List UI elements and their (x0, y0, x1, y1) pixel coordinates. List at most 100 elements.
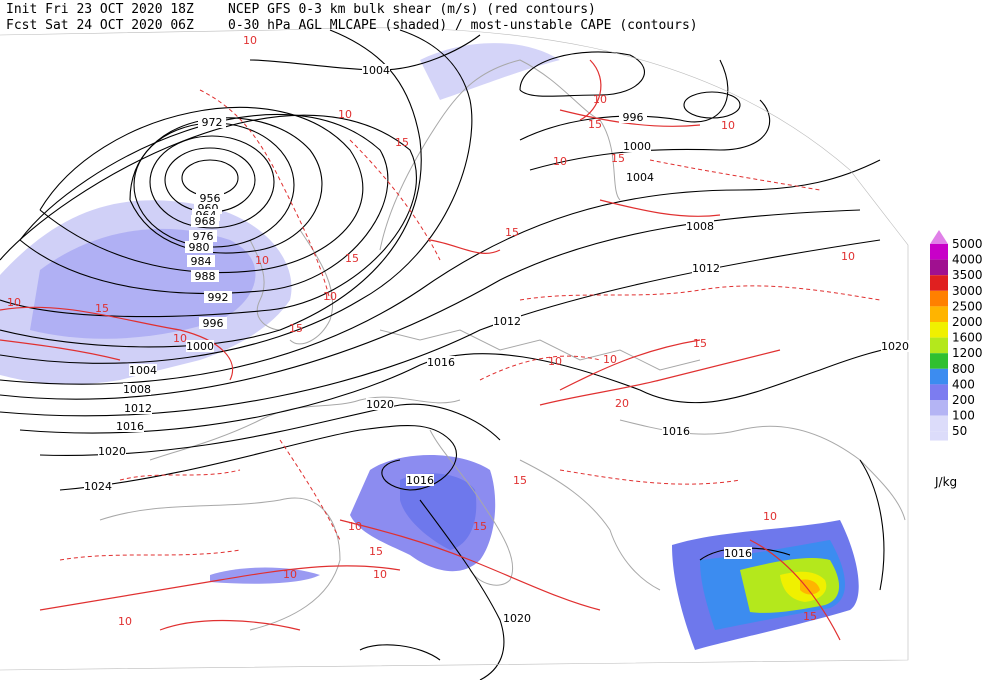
shear-label: 15 (588, 118, 602, 131)
isobar-label: 1012 (692, 262, 720, 275)
colorbar-swatch (930, 306, 948, 322)
isobar-label-bg (406, 474, 434, 486)
shear-label: 10 (841, 250, 855, 263)
shear-label: 15 (803, 610, 817, 623)
isobar-label-bg (427, 356, 455, 368)
isobar-label-bg (204, 291, 232, 303)
shear-label: 15 (611, 152, 625, 165)
isobar-label: 976 (193, 230, 214, 243)
isobar-label-bg (124, 402, 152, 414)
isobar-label-bg (185, 241, 213, 253)
isobar-label-bg (692, 262, 720, 274)
shear-label: 15 (473, 520, 487, 533)
shear-label: 10 (603, 353, 617, 366)
shear-label: 10 (373, 568, 387, 581)
shear-label: 10 (338, 108, 352, 121)
colorbar-label: 2500 (952, 299, 983, 313)
isobar-label-bg (662, 425, 690, 437)
isobar-label-bg (626, 171, 654, 183)
colorbar-swatch (930, 400, 948, 416)
shear-label: 10 (283, 568, 297, 581)
shear-label: 10 (348, 520, 362, 533)
contour-labels: 1004996100010041008101297295696096496897… (7, 34, 909, 628)
isobar-label-bg (191, 270, 219, 282)
isobar-label-bg (191, 215, 219, 227)
colorbar-label: 3500 (952, 268, 983, 282)
isobar-label: 1016 (724, 547, 752, 560)
isobar-label: 1016 (406, 474, 434, 487)
isobar-label: 996 (203, 317, 224, 330)
isobar-label: 972 (202, 116, 223, 129)
isobar-label-bg (187, 255, 215, 267)
isobar-label: 1016 (427, 356, 455, 369)
shear-label: 15 (95, 302, 109, 315)
colorbar-unit: J/kg (934, 475, 957, 489)
isobar-label: 1012 (493, 315, 521, 328)
colorbar-swatch (930, 368, 948, 385)
isobar-label: 992 (208, 291, 229, 304)
isobar-label: 1024 (84, 480, 112, 493)
colorbar-swatch (930, 290, 948, 307)
isobar-label: 1008 (123, 383, 151, 396)
shear-contours (0, 59, 841, 641)
isobar-label-bg (84, 480, 112, 492)
isobar-label-bg (198, 116, 226, 128)
isobar-label-bg (186, 340, 214, 352)
colorbar-label: 1200 (952, 346, 983, 360)
isobar-label-bg (619, 111, 647, 123)
colorbar-label: 5000 (952, 237, 983, 251)
isobar-label: 1020 (366, 398, 394, 411)
init-time: Init Fri 23 OCT 2020 18Z (6, 2, 194, 17)
isobar-label: 988 (195, 270, 216, 283)
isobar-label-bg (686, 220, 714, 232)
isobar-label-bg (199, 317, 227, 329)
colorbar-swatch (930, 259, 948, 276)
shear-label: 10 (323, 290, 337, 303)
colorbar-label: 1600 (952, 331, 983, 345)
shear-label: 20 (615, 397, 629, 410)
isobar-label: 984 (191, 255, 212, 268)
shear-label: 10 (255, 254, 269, 267)
shear-label: 15 (369, 545, 383, 558)
colorbar-swatch (930, 384, 948, 400)
colorbar-swatch (930, 275, 948, 291)
isobar-label: 980 (189, 241, 210, 254)
colorbar-arrow (930, 230, 948, 244)
isobar-label: 1000 (623, 140, 651, 153)
shear-label: 15 (505, 226, 519, 239)
shear-label: 15 (513, 474, 527, 487)
isobar-label-bg (366, 398, 394, 410)
shear-label: 10 (173, 332, 187, 345)
isobar-label: 1008 (686, 220, 714, 233)
colorbar-swatch (930, 322, 948, 338)
isobar-label-bg (503, 612, 531, 624)
isobar-label-bg (881, 340, 909, 352)
colorbar-label: 2000 (952, 315, 983, 329)
isobar-label: 1012 (124, 402, 152, 415)
isobar-label: 1004 (626, 171, 654, 184)
colorbar-swatch (930, 415, 948, 432)
isobar-label: 1020 (98, 445, 126, 458)
map-frame (0, 27, 909, 671)
product-title: NCEP GFS 0-3 km bulk shear (m/s) (red co… (228, 2, 596, 17)
shear-label: 15 (345, 252, 359, 265)
isobars (0, 29, 906, 680)
shear-label: 10 (7, 296, 21, 309)
isobar-label: 1004 (362, 64, 390, 77)
isobar-label: 1004 (129, 364, 157, 377)
isobar-label: 1000 (186, 340, 214, 353)
shear-contours-dashed (59, 89, 881, 561)
isobar-label: 1020 (881, 340, 909, 353)
isobar-label-bg (362, 64, 390, 76)
shear-label: 15 (289, 322, 303, 335)
isobar-label-bg (493, 315, 521, 327)
shear-label: 10 (548, 355, 562, 368)
colorbar-label: 200 (952, 393, 975, 407)
colorbar-swatch (930, 337, 948, 354)
isobar-label-bg (724, 547, 752, 559)
isobar-label: 968 (195, 215, 216, 228)
shear-label: 10 (763, 510, 777, 523)
isobar-label-bg (623, 140, 651, 152)
colorbar-label: 4000 (952, 253, 983, 267)
